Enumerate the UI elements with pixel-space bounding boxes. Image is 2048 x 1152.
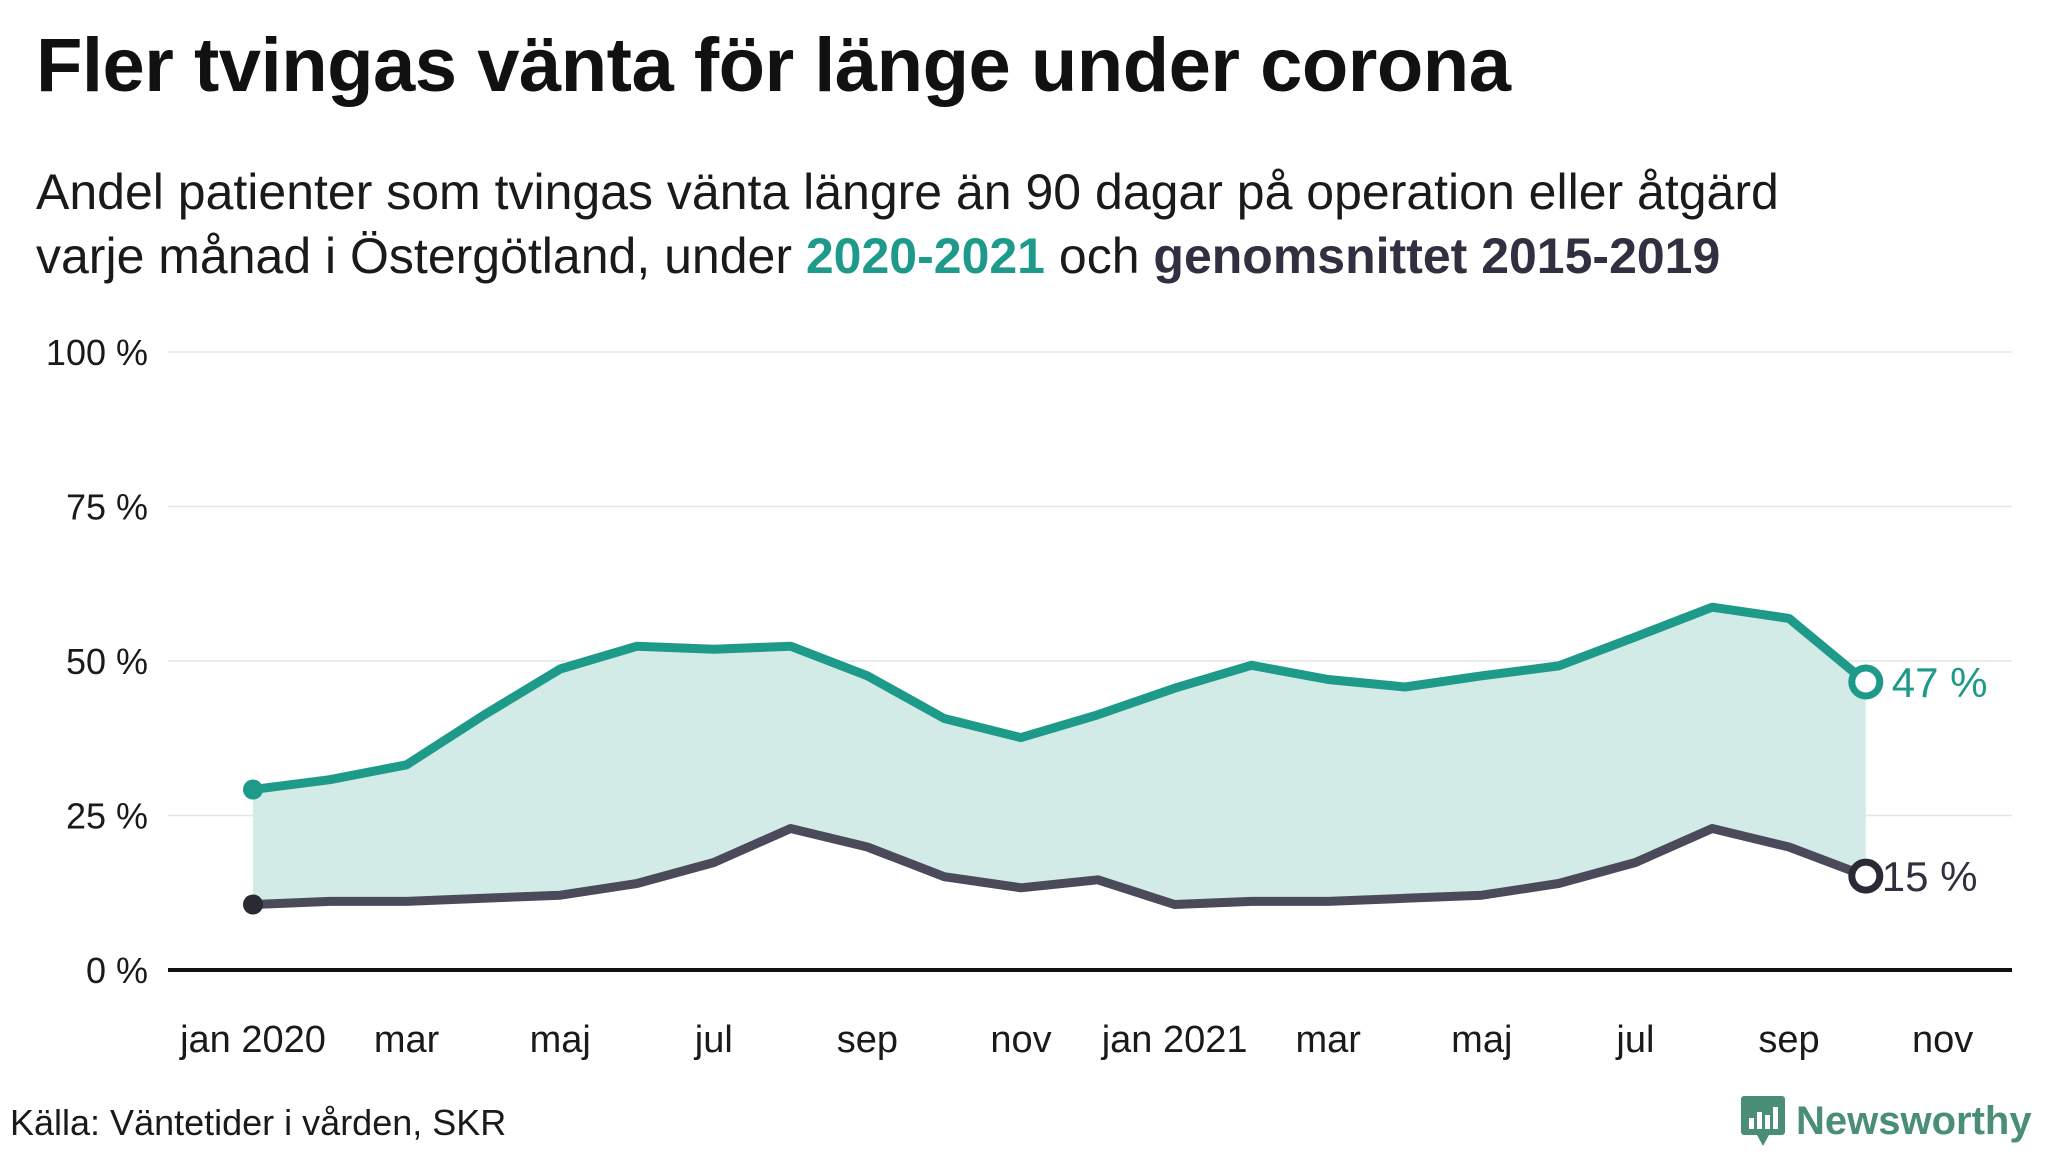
x-tick-label: jul	[1615, 1019, 1654, 1061]
x-tick-label: jan 2021	[1101, 1019, 1248, 1061]
x-tick-label: mar	[374, 1019, 440, 1061]
chart-title: Fler tvingas vänta för länge under coron…	[36, 23, 1511, 108]
x-tick-label: sep	[837, 1019, 898, 1061]
x-tick-label: mar	[1295, 1019, 1361, 1061]
series-line-average	[252, 824, 1868, 909]
y-tick-label: 0 %	[86, 950, 148, 991]
series-line-2020-2021	[252, 602, 1869, 794]
series-markers	[243, 664, 1884, 915]
x-tick-label: nov	[990, 1019, 1051, 1061]
series-start-marker-average	[243, 894, 263, 915]
newsworthy-logo: Newsworthy	[1740, 1094, 2032, 1148]
subtitle-mid: och	[1045, 228, 1154, 284]
y-tick-label: 50 %	[66, 641, 148, 682]
x-tick-labels: jan 2020 mar maj jul sep nov jan 2021 mar maj jul…	[179, 1019, 1973, 1061]
subtitle-series-average: genomsnittet 2015-2019	[1153, 228, 1721, 284]
y-tick-label: 25 %	[66, 796, 148, 837]
area-between-series	[253, 607, 1866, 905]
x-tick-label: nov	[1912, 1019, 1973, 1061]
newsworthy-logo-icon	[1741, 1096, 1785, 1146]
x-tick-label: maj	[1451, 1019, 1512, 1061]
subtitle-series-2020-2021: 2020-2021	[805, 228, 1045, 284]
subtitle-line-2: varje månad i Östergötland, under 2020-2…	[36, 224, 1779, 288]
subtitle-prefix: varje månad i Östergötland, under	[36, 228, 806, 284]
y-tick-labels: 0 % 25 % 50 % 75 % 100 %	[46, 332, 148, 991]
chart-subtitle: Andel patienter som tvingas vänta längre…	[36, 160, 1779, 288]
x-tick-label: jul	[694, 1019, 733, 1061]
x-tick-label: maj	[530, 1019, 591, 1061]
y-tick-label: 100 %	[46, 332, 148, 373]
end-label-average: 15 %	[1882, 853, 1978, 900]
series-end-marker-2020-2021	[1848, 664, 1884, 700]
logo-text: Newsworthy	[1796, 1098, 2032, 1143]
x-tick-label: jan 2020	[179, 1019, 326, 1061]
end-labels: 47 % 15 %	[1882, 659, 1988, 900]
subtitle-line-1: Andel patienter som tvingas vänta längre…	[36, 164, 1779, 220]
y-tick-label: 75 %	[66, 487, 148, 528]
end-label-2020-2021: 47 %	[1892, 659, 1988, 706]
source-note: Källa: Väntetider i vården, SKR	[10, 1102, 507, 1143]
series-end-marker-average	[1848, 858, 1884, 894]
x-tick-label: sep	[1758, 1019, 1819, 1061]
series-start-marker-2020-2021	[243, 779, 263, 800]
